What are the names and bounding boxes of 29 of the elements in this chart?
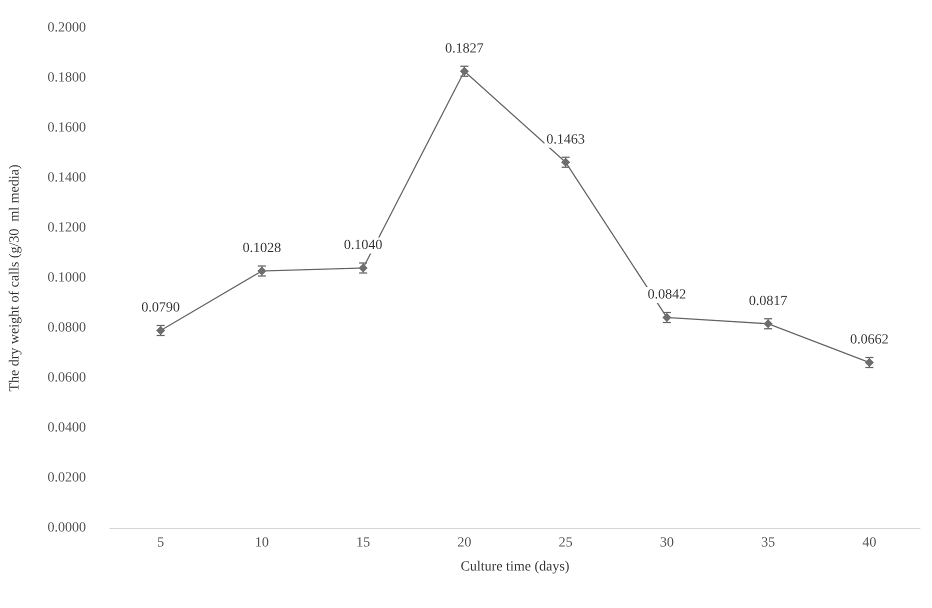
x-tick-label: 30: [660, 536, 674, 550]
y-tick-label: 0.2000: [48, 20, 86, 36]
x-tick-label: 15: [356, 536, 370, 550]
data-label: 0.0662: [850, 332, 889, 348]
x-tick-label: 5: [157, 536, 164, 550]
data-label: 0.1028: [242, 241, 282, 256]
x-axis-title: Culture time (days): [460, 560, 570, 574]
y-tick-label: 0.1400: [48, 170, 86, 186]
data-label: 0.1040: [344, 238, 382, 253]
y-tick-label: 0.0800: [48, 320, 86, 336]
x-tick-label: 10: [254, 536, 269, 550]
x-tick-label: 40: [862, 536, 876, 550]
y-tick-label: 0.1800: [48, 70, 86, 86]
data-label: 0.1827: [445, 41, 484, 56]
y-tick-label: 0.1000: [48, 270, 86, 286]
data-label: 0.1463: [546, 132, 585, 148]
x-tick-label: 25: [558, 536, 573, 550]
data-label: 0.0790: [141, 300, 180, 316]
y-tick-label: 0.0200: [48, 470, 86, 486]
data-label: 0.0817: [748, 294, 788, 309]
y-tick-label: 0.1600: [48, 120, 86, 136]
x-tick-label: 20: [457, 536, 472, 550]
x-tick-label: 35: [761, 536, 776, 550]
y-tick-label: 0.0600: [48, 370, 86, 386]
data-label: 0.0842: [648, 288, 686, 302]
y-tick-label: 0.0000: [48, 520, 86, 536]
y-axis-title: The dry weight of calls (g/30 ml media): [8, 164, 22, 392]
y-tick-label: 0.0400: [48, 420, 86, 436]
y-tick-label: 0.1200: [48, 220, 86, 236]
